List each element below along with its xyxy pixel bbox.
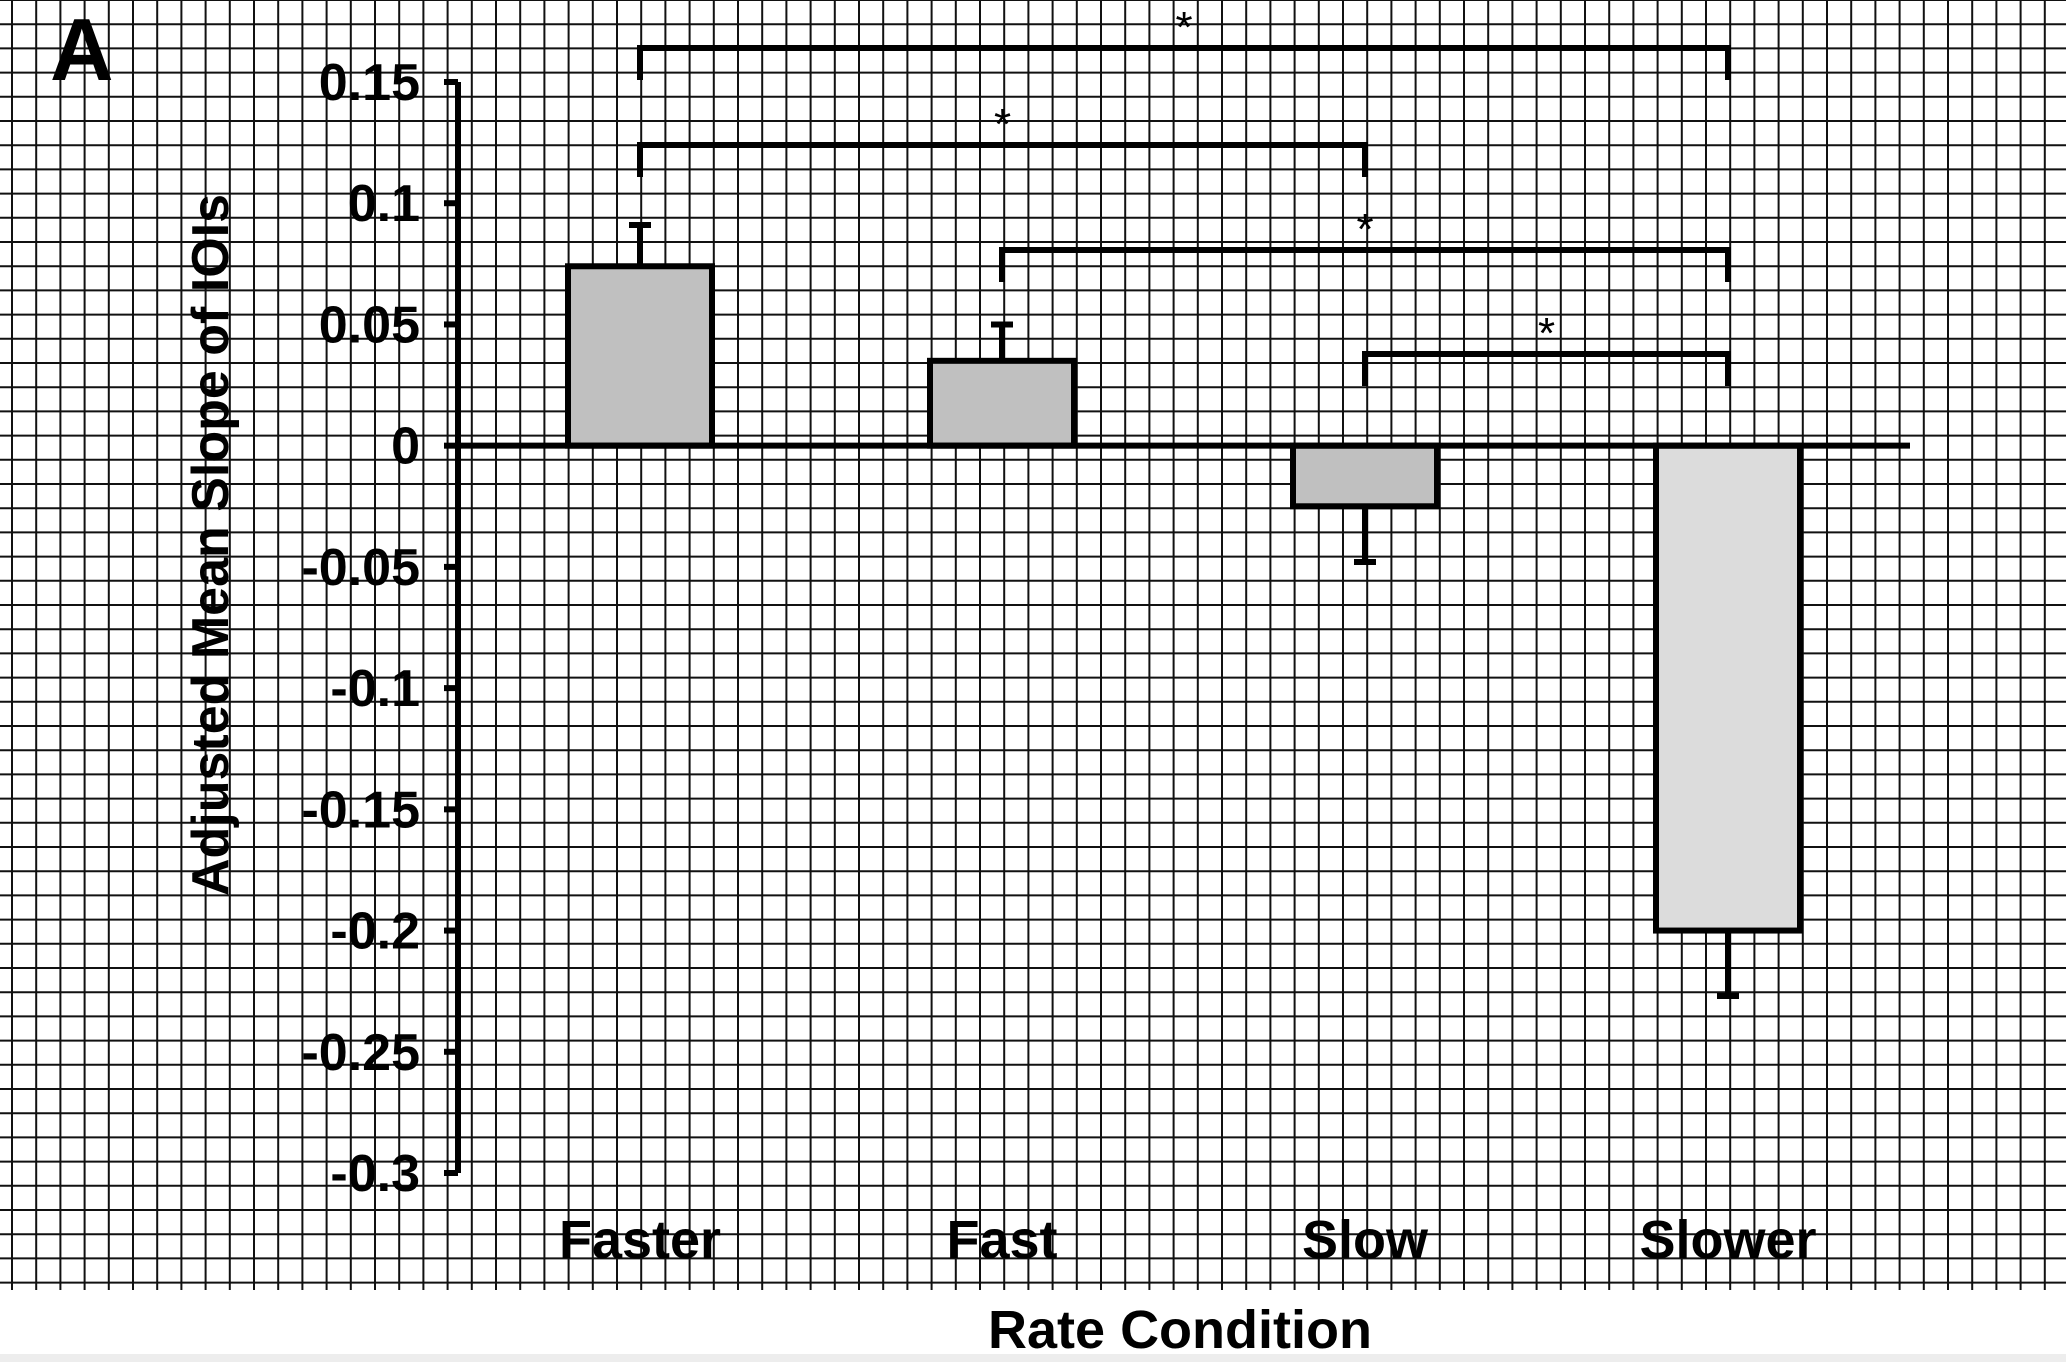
bars — [565, 263, 1803, 934]
significance-bracket — [637, 142, 1368, 177]
y-tick-label: 0.05 — [319, 296, 420, 354]
y-tick-label: -0.1 — [330, 660, 420, 718]
y-axis: 0.15 0.1 0.05 0 -0.05 -0.1 -0.15 -0.2 -0.25 -0.3 — [301, 54, 461, 1203]
significance-bracket — [637, 45, 1731, 80]
y-tick-label: -0.15 — [301, 781, 420, 839]
y-tick-label: -0.05 — [301, 539, 420, 597]
significance-star: * — [1538, 309, 1555, 358]
x-tick-label: Slow — [1302, 1210, 1429, 1270]
y-axis-label: Adjusted Mean Slope of IOIs — [182, 194, 240, 896]
panel-label: A — [50, 0, 114, 99]
x-tick-labels: Faster Fast Slow Slower — [559, 1210, 1817, 1270]
y-tick-label: -0.2 — [330, 903, 420, 961]
y-tick-label: -0.3 — [330, 1145, 420, 1203]
y-tick-label: 0.15 — [319, 54, 420, 112]
x-tick-label: Slower — [1639, 1210, 1816, 1270]
bottom-strip — [0, 1354, 2066, 1362]
significance-bracket — [999, 247, 1731, 282]
bar-fast — [927, 357, 1077, 449]
error-bars — [629, 222, 1739, 1000]
x-tick-label: Fast — [946, 1210, 1057, 1270]
significance-star: * — [1175, 3, 1192, 52]
x-axis-label: Rate Condition — [988, 1300, 1372, 1354]
y-tick-label: 0 — [391, 418, 420, 476]
significance-star: * — [1356, 205, 1373, 254]
significance-bracket — [1362, 351, 1731, 386]
x-tick-label: Faster — [559, 1210, 721, 1270]
bar-faster — [565, 263, 715, 449]
y-tick-label: 0.1 — [348, 175, 420, 233]
bar-slow — [1290, 442, 1440, 510]
significance-brackets: * * * * — [637, 3, 1731, 386]
significance-star: * — [994, 100, 1011, 149]
y-tick-label: -0.25 — [301, 1024, 420, 1082]
bar-slower — [1653, 442, 1803, 934]
